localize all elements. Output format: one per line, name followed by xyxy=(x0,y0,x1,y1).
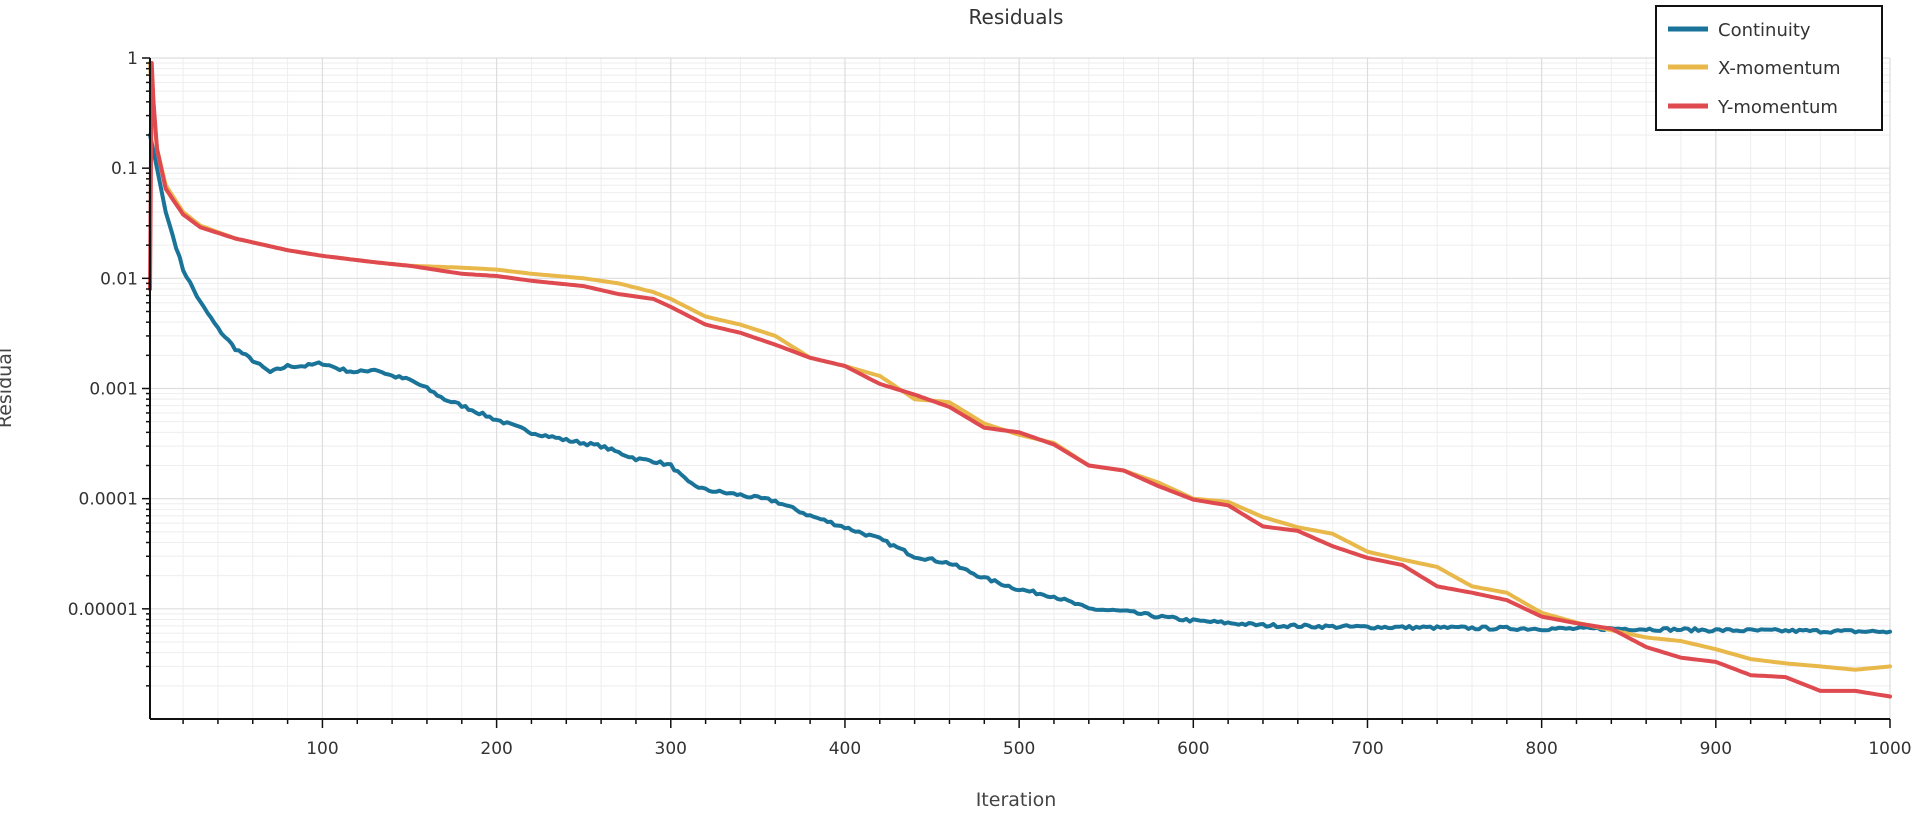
x-tick-labels: 100 200 300 400 500 600 700 800 900 1000 xyxy=(306,739,1911,759)
x-tick-label: 1000 xyxy=(1868,739,1911,759)
x-tick-label: 300 xyxy=(655,739,687,759)
x-tick-label: 800 xyxy=(1525,739,1557,759)
x-tick-label: 200 xyxy=(480,739,512,759)
x-axis-label: Iteration xyxy=(976,789,1057,811)
x-tick-label: 100 xyxy=(306,739,338,759)
series-lines xyxy=(148,61,1892,699)
y-tick-label: 0.1 xyxy=(111,159,138,179)
axis-ticks xyxy=(142,57,1891,728)
y-tick-label: 0.001 xyxy=(89,380,138,400)
legend-label-continuity: Continuity xyxy=(1718,20,1811,41)
y-tick-label: 0.0001 xyxy=(79,490,138,510)
y-tick-label: 0.01 xyxy=(100,269,138,289)
legend-label-x-momentum: X-momentum xyxy=(1718,58,1841,79)
major-grid xyxy=(150,57,1891,719)
y-tick-labels: 1 0.1 0.01 0.001 0.0001 0.00001 xyxy=(68,49,138,620)
legend-label-y-momentum: Y-momentum xyxy=(1717,97,1838,118)
x-tick-label: 600 xyxy=(1177,739,1209,759)
x-tick-label: 500 xyxy=(1003,739,1035,759)
legend: Continuity X-momentum Y-momentum xyxy=(1655,5,1883,131)
x-tick-label: 400 xyxy=(829,739,861,759)
chart-title: Residuals xyxy=(969,5,1064,29)
y-tick-label: 0.00001 xyxy=(68,600,138,620)
x-tick-label: 700 xyxy=(1351,739,1383,759)
x-tick-label: 900 xyxy=(1700,739,1732,759)
series-line-y-momentum xyxy=(148,61,1892,699)
y-tick-label: 1 xyxy=(127,49,138,69)
y-axis-label: Residual xyxy=(0,348,16,428)
